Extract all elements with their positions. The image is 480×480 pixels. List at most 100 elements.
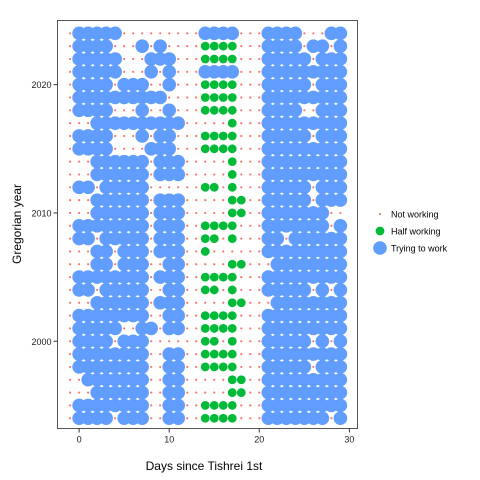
point-not-working bbox=[69, 32, 72, 35]
point-trying-to-work bbox=[333, 167, 348, 182]
point-trying-to-work bbox=[333, 103, 348, 118]
point-not-working bbox=[177, 83, 180, 86]
point-not-working bbox=[258, 147, 261, 150]
point-not-working bbox=[150, 276, 153, 279]
legend: Not working Half working Trying to work bbox=[373, 210, 448, 255]
point-not-working bbox=[168, 32, 171, 35]
point-half-working bbox=[200, 413, 210, 423]
point-not-working bbox=[114, 109, 117, 112]
y-axis: 2000 2010 2020 bbox=[31, 80, 58, 347]
point-not-working bbox=[123, 57, 126, 61]
point-not-working bbox=[249, 83, 252, 86]
point-not-working bbox=[240, 186, 243, 189]
point-not-working bbox=[258, 250, 261, 253]
point-not-working bbox=[177, 340, 180, 343]
point-not-working bbox=[249, 301, 252, 304]
point-not-working bbox=[204, 199, 207, 202]
point-not-working bbox=[195, 57, 198, 61]
point-half-working bbox=[200, 362, 210, 372]
point-trying-to-work bbox=[99, 334, 113, 349]
point-not-working bbox=[195, 122, 198, 125]
point-trying-to-work bbox=[135, 154, 149, 169]
point-not-working bbox=[69, 404, 72, 407]
point-not-working bbox=[123, 327, 126, 330]
point-not-working bbox=[159, 404, 162, 407]
point-trying-to-work bbox=[171, 218, 186, 233]
point-not-working bbox=[186, 276, 189, 279]
point-not-working bbox=[186, 404, 189, 407]
point-not-working bbox=[240, 417, 243, 420]
point-half-working bbox=[200, 221, 210, 231]
point-trying-to-work bbox=[171, 411, 186, 426]
point-not-working bbox=[249, 340, 252, 343]
point-trying-to-work bbox=[135, 103, 149, 118]
point-not-working bbox=[87, 199, 90, 202]
point-trying-to-work bbox=[162, 77, 177, 92]
point-not-working bbox=[177, 32, 180, 35]
point-not-working bbox=[69, 45, 72, 48]
point-not-working bbox=[249, 263, 252, 266]
point-trying-to-work bbox=[135, 206, 149, 220]
point-not-working bbox=[195, 365, 198, 369]
point-trying-to-work bbox=[333, 347, 348, 361]
point-not-working bbox=[159, 263, 162, 266]
point-trying-to-work bbox=[135, 77, 149, 92]
point-trying-to-work bbox=[333, 39, 348, 53]
point-not-working bbox=[240, 32, 243, 35]
point-half-working bbox=[236, 375, 246, 385]
point-not-working bbox=[312, 365, 315, 369]
point-not-working bbox=[258, 160, 261, 163]
point-not-working bbox=[258, 404, 261, 407]
point-not-working bbox=[159, 417, 162, 420]
point-not-working bbox=[132, 109, 135, 112]
point-not-working bbox=[195, 391, 198, 394]
point-trying-to-work bbox=[162, 65, 177, 79]
point-not-working bbox=[213, 173, 216, 176]
point-not-working bbox=[186, 263, 189, 266]
point-half-working bbox=[227, 118, 237, 128]
point-trying-to-work bbox=[297, 180, 312, 195]
point-trying-to-work bbox=[333, 193, 348, 207]
point-not-working bbox=[249, 237, 252, 240]
point-not-working bbox=[258, 301, 261, 304]
point-half-working bbox=[200, 285, 210, 295]
legend-label: Half working bbox=[391, 227, 441, 237]
point-not-working bbox=[249, 186, 252, 189]
point-not-working bbox=[213, 263, 216, 266]
point-not-working bbox=[267, 301, 270, 304]
point-trying-to-work bbox=[99, 257, 113, 272]
point-trying-to-work bbox=[108, 65, 122, 79]
point-not-working bbox=[195, 404, 198, 407]
point-trying-to-work bbox=[315, 334, 330, 349]
point-not-working bbox=[240, 70, 243, 73]
point-not-working bbox=[168, 96, 171, 99]
point-half-working bbox=[227, 298, 237, 308]
point-half-working bbox=[227, 311, 237, 320]
point-not-working bbox=[69, 263, 72, 266]
point-not-working bbox=[222, 288, 225, 292]
point-not-working bbox=[159, 288, 162, 292]
point-trying-to-work bbox=[225, 65, 240, 79]
point-not-working bbox=[222, 378, 225, 381]
point-trying-to-work bbox=[171, 244, 186, 259]
point-trying-to-work bbox=[153, 90, 167, 105]
point-not-working bbox=[240, 276, 243, 279]
point-trying-to-work bbox=[315, 39, 330, 53]
point-not-working bbox=[114, 83, 117, 86]
point-half-working bbox=[218, 41, 228, 51]
point-not-working bbox=[186, 378, 189, 381]
point-not-working bbox=[195, 186, 198, 189]
point-not-working bbox=[249, 250, 252, 253]
point-trying-to-work bbox=[297, 129, 312, 143]
point-trying-to-work bbox=[81, 283, 95, 297]
point-not-working bbox=[213, 301, 216, 304]
point-trying-to-work bbox=[171, 295, 186, 310]
point-not-working bbox=[240, 57, 243, 61]
x-axis: 0 10 20 30 bbox=[77, 428, 354, 445]
point-not-working bbox=[303, 45, 306, 48]
point-not-working bbox=[87, 122, 90, 125]
point-trying-to-work bbox=[162, 129, 177, 143]
point-not-working bbox=[222, 301, 225, 304]
point-not-working bbox=[186, 288, 189, 292]
